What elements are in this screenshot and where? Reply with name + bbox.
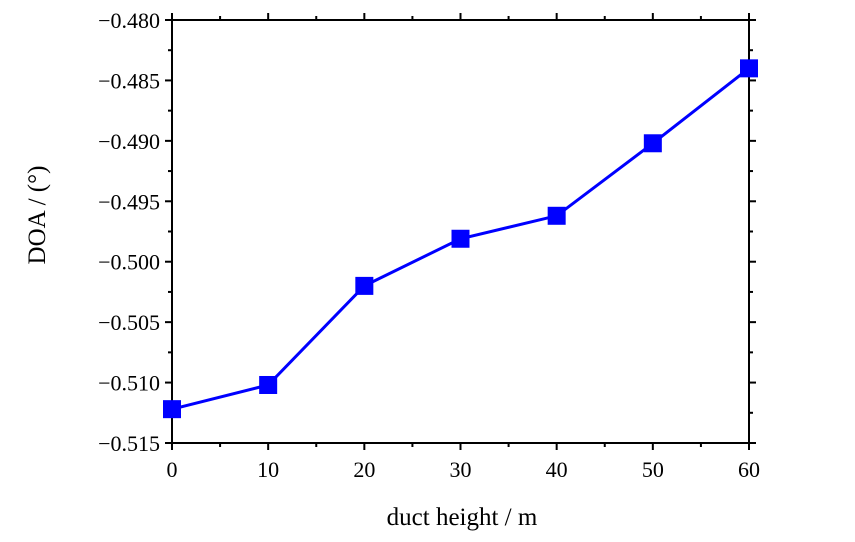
data-point-marker xyxy=(451,229,470,248)
y-tick-label: −0.500 xyxy=(98,250,160,275)
y-tick-label: −0.505 xyxy=(98,310,160,335)
data-point-marker xyxy=(259,375,278,394)
x-tick-label: 20 xyxy=(353,457,375,482)
data-point-marker xyxy=(163,400,181,419)
y-tick-label: −0.495 xyxy=(98,189,160,214)
data-point-marker xyxy=(740,59,758,78)
x-tick-label: 10 xyxy=(257,457,279,482)
y-tick-label: −0.485 xyxy=(98,68,160,93)
y-axis: −0.480 −0.485 −0.490 −0.495 −0.500 −0.505 −0.5… xyxy=(98,8,756,456)
x-tick-label: 40 xyxy=(546,457,568,482)
y-axis-title: DOA / (°) xyxy=(24,166,51,265)
x-tick-label: 30 xyxy=(450,457,472,482)
y-tick-label: −0.510 xyxy=(98,371,160,396)
x-axis-title: duct height / m xyxy=(387,504,538,531)
x-axis: 0 10 20 30 40 50 60 xyxy=(167,13,760,482)
x-tick-label: 0 xyxy=(167,457,178,482)
x-tick-label: 50 xyxy=(642,457,664,482)
y-tick-label: −0.490 xyxy=(98,129,160,154)
data-point-marker xyxy=(547,206,566,225)
data-point-marker xyxy=(355,276,374,295)
y-tick-label: −0.480 xyxy=(98,8,160,33)
y-tick-label: −0.515 xyxy=(98,431,160,456)
data-point-marker xyxy=(643,134,662,153)
data-series xyxy=(163,59,758,419)
x-tick-label: 60 xyxy=(738,457,760,482)
